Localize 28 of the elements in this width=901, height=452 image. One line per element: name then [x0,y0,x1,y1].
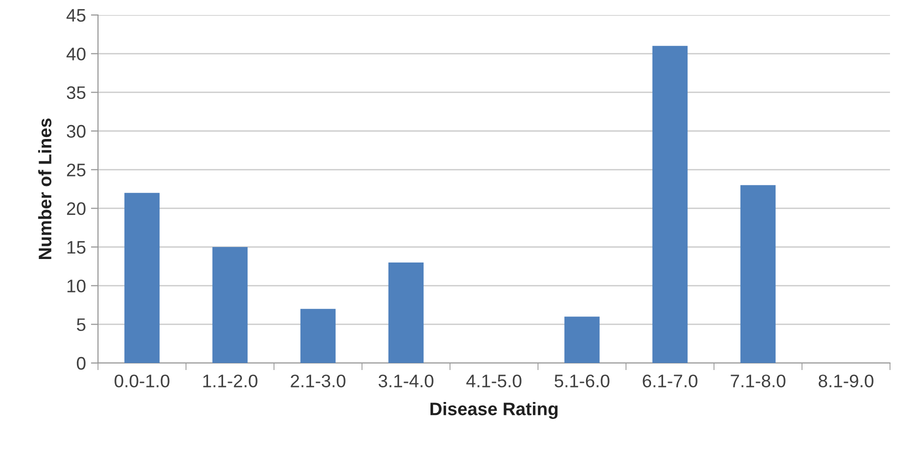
y-tick-label: 0 [76,356,86,370]
x-tick-label: 5.1-6.0 [554,374,610,388]
x-tick-label: 4.1-5.0 [466,374,522,388]
x-tick-label: 2.1-3.0 [290,374,346,388]
x-tick-label: 7.1-8.0 [730,374,786,388]
y-axis-title: Number of Lines [38,118,52,260]
y-tick-label: 30 [66,124,86,138]
y-tick-label: 40 [66,48,86,60]
x-tick-label: 8.1-9.0 [818,374,874,388]
bar [652,46,688,363]
x-tick-label: 0.0-1.0 [114,374,170,388]
bar [740,185,776,363]
y-tick-label: 25 [67,164,86,176]
x-tick-label: 3.1-4.0 [378,374,434,388]
bar [564,316,600,363]
bar [212,247,248,363]
bar [124,192,160,363]
bar [388,262,424,363]
y-tick-label: 15 [67,241,86,254]
y-tick-label: 5 [76,318,86,332]
y-tick-label: 20 [67,202,86,216]
y-tick-label: 45 [66,9,86,22]
y-tick-label: 10 [67,280,86,292]
bar [300,308,336,363]
x-tick-label: 1.1-2.0 [203,374,258,388]
y-tick-label: 35 [66,86,86,100]
x-axis-title: Disease Rating [430,402,558,419]
x-tick-label: 6.1-7.0 [642,374,698,388]
